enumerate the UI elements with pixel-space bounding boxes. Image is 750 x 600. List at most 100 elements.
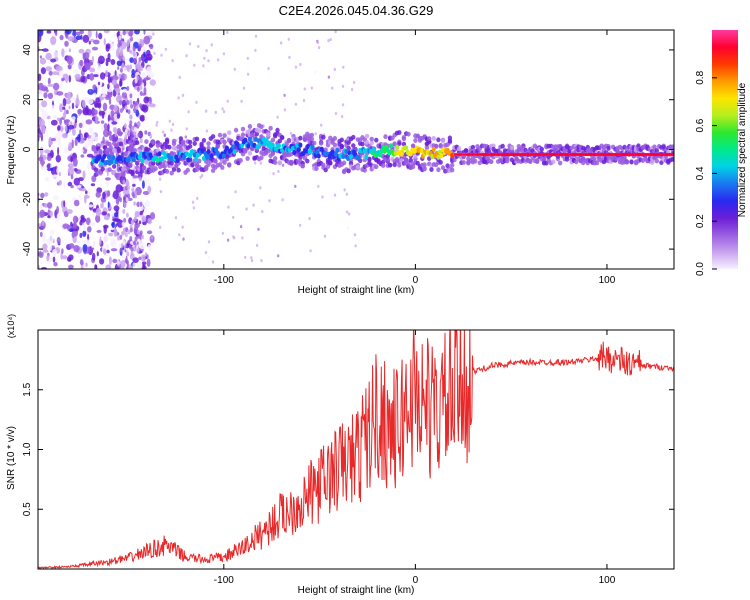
spectrogram-cell (193, 63, 196, 67)
spectrogram-cell (124, 232, 128, 238)
spectrogram-cell (132, 183, 136, 187)
spectrogram-cell (323, 167, 328, 173)
spectrogram-cell (659, 160, 664, 166)
spectrogram-cell (227, 205, 230, 209)
spectrogram-cell (70, 156, 73, 162)
spectrogram-cell (120, 74, 124, 80)
spectrogram-cell (269, 171, 272, 175)
spectrogram-cell (267, 66, 270, 71)
spectrogram-cell (79, 187, 87, 192)
spectrogram-cell (108, 134, 114, 141)
spectrogram-cell (143, 176, 148, 183)
spectrogram-cell (67, 163, 75, 168)
spectrogram-cell (71, 116, 76, 121)
spectrogram-cell (624, 159, 630, 165)
spectrogram-cell (125, 197, 129, 203)
spectrogram-cell (80, 154, 85, 158)
spectrogram-cell (119, 48, 124, 57)
spectrogram-cell (275, 127, 280, 133)
spectrogram-cell (246, 56, 249, 60)
spectrogram-cell (79, 232, 83, 238)
spectrogram-cell (97, 154, 102, 160)
spectrogram-cell (67, 166, 75, 176)
spectrogram-cell (91, 144, 96, 150)
spectrogram-cell (111, 79, 117, 86)
spectrogram-cell (438, 143, 443, 149)
spectrogram-cell (46, 254, 50, 262)
spectrogram-cell (266, 132, 271, 138)
spectrogram-cell (204, 166, 209, 172)
spectrogram-cell (133, 240, 137, 246)
spectrogram-cell (110, 59, 116, 65)
spectrogram-cell (138, 57, 142, 63)
spectrogram-cell (92, 252, 96, 261)
spectrogram-cell (422, 162, 427, 168)
spectrogram-cell (317, 46, 321, 50)
spectrogram-cell (309, 249, 312, 253)
spectrogram-cell (132, 51, 136, 57)
spectrogram-cell (79, 259, 84, 266)
spectrogram-cell (107, 123, 110, 132)
spectrogram-cell (120, 260, 126, 268)
spectrogram-cell (431, 146, 436, 152)
spectrogram-cell (351, 143, 356, 149)
spectrogram-cell (85, 119, 93, 125)
spectrogram-cell (149, 79, 156, 86)
spectrogram-cell (205, 109, 208, 113)
spectrogram-cell (305, 158, 310, 164)
spectrogram-cell (89, 221, 96, 227)
spectrogram-cell (222, 160, 227, 165)
spectrogram-cell (46, 202, 53, 209)
spectrogram-cell (654, 148, 659, 153)
spectrogram-cell (216, 58, 220, 62)
spectrogram-cell (132, 175, 139, 179)
spectrogram-cell (141, 234, 144, 240)
spectrogram-cell (88, 40, 91, 45)
spectrogram-cell (95, 207, 102, 217)
spectrogram-cell (362, 167, 367, 173)
spectrogram-cell (66, 55, 73, 65)
spectrogram-cell (213, 158, 218, 164)
spectrogram-cell (64, 92, 70, 99)
spectrogram-cell (116, 113, 120, 119)
spectrogram-cell (111, 221, 115, 229)
spectrogram-cell (139, 230, 143, 236)
spectrogram-cell (159, 225, 162, 229)
spectrogram-xtick-label: 100 (599, 275, 616, 286)
spectrogram-cell (92, 240, 96, 245)
spectrogram-cell (167, 144, 172, 150)
spectrogram-cell (74, 118, 78, 124)
spectrogram-cell (381, 163, 386, 168)
spectrogram-cell (67, 124, 75, 130)
spectrogram-cell (206, 145, 211, 151)
spectrogram-ylabel: Frequency (Hz) (6, 116, 17, 185)
spectrogram-cell (101, 94, 106, 98)
spectrogram-cell (175, 157, 180, 163)
spectrogram-cell (91, 175, 97, 183)
spectrogram-cell (106, 190, 111, 197)
spectrogram-cell (119, 197, 123, 203)
spectrogram-cell (158, 177, 162, 181)
snr-xtick-label: 0 (413, 575, 419, 586)
spectrogram-cell (48, 235, 54, 244)
spectrogram-cell (141, 104, 149, 113)
spectrogram-cell (397, 162, 402, 168)
snr-ytick-label: 1.0 (22, 442, 33, 456)
spectrogram-cell (44, 149, 51, 154)
spectrogram-cell (164, 139, 170, 145)
spectrogram-cell (294, 184, 297, 188)
spectrogram-cell (184, 135, 187, 139)
spectrogram-cell (528, 158, 533, 164)
spectrogram-cell (232, 215, 235, 219)
spectrogram-cell (39, 209, 46, 218)
spectrogram-cell (261, 137, 266, 143)
spectrogram-cell (60, 81, 63, 91)
spectrogram-cell (105, 264, 112, 269)
spectrogram-cell (112, 126, 118, 133)
spectrogram-cell (661, 144, 666, 150)
spectrogram-cell (259, 186, 262, 190)
spectrogram-cell (369, 136, 374, 142)
spectrogram-cell (103, 38, 106, 46)
spectrogram-cell (288, 55, 291, 60)
spectrogram-cell (240, 126, 246, 132)
